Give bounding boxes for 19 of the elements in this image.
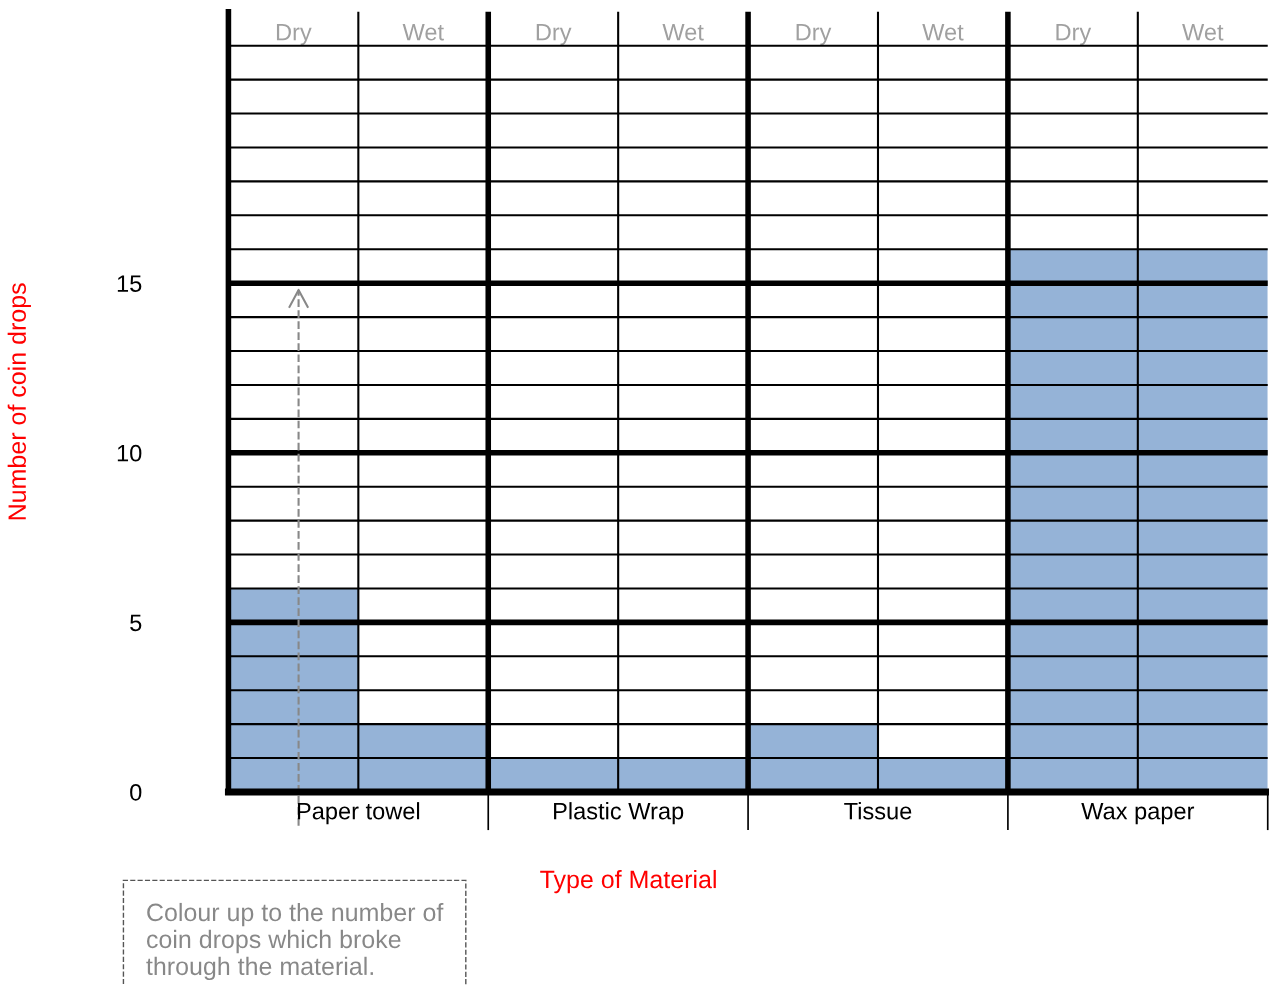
y-tick-label: 15 xyxy=(117,275,142,292)
y-tick-label: 0 xyxy=(130,784,142,801)
x-tick-label: Wet xyxy=(1182,24,1224,41)
x-tick-label: Dry xyxy=(1056,24,1092,46)
text: Plastic Wrap xyxy=(554,802,684,825)
x-tick-label: Dry xyxy=(536,24,572,46)
y-axis-title: Number of coin drops xyxy=(7,283,31,520)
text: Wax paper xyxy=(1081,802,1195,825)
x-tick-label: Dry xyxy=(276,24,312,46)
x-tick-label: Wet xyxy=(662,24,704,41)
y-tick-label: 5 xyxy=(130,614,142,632)
x-tick-label: Dry xyxy=(796,24,832,46)
text: Colour up to the number of coin drops which broke through the material. xyxy=(146,902,444,981)
x-tick-label: Wet xyxy=(922,24,964,41)
text: Paper towel xyxy=(297,802,420,825)
text: Tissue xyxy=(844,802,912,820)
x-tick-label: Wet xyxy=(402,24,444,41)
y-tick-label: 10 xyxy=(117,444,142,462)
x-axis-title: Type of Material xyxy=(540,869,716,894)
